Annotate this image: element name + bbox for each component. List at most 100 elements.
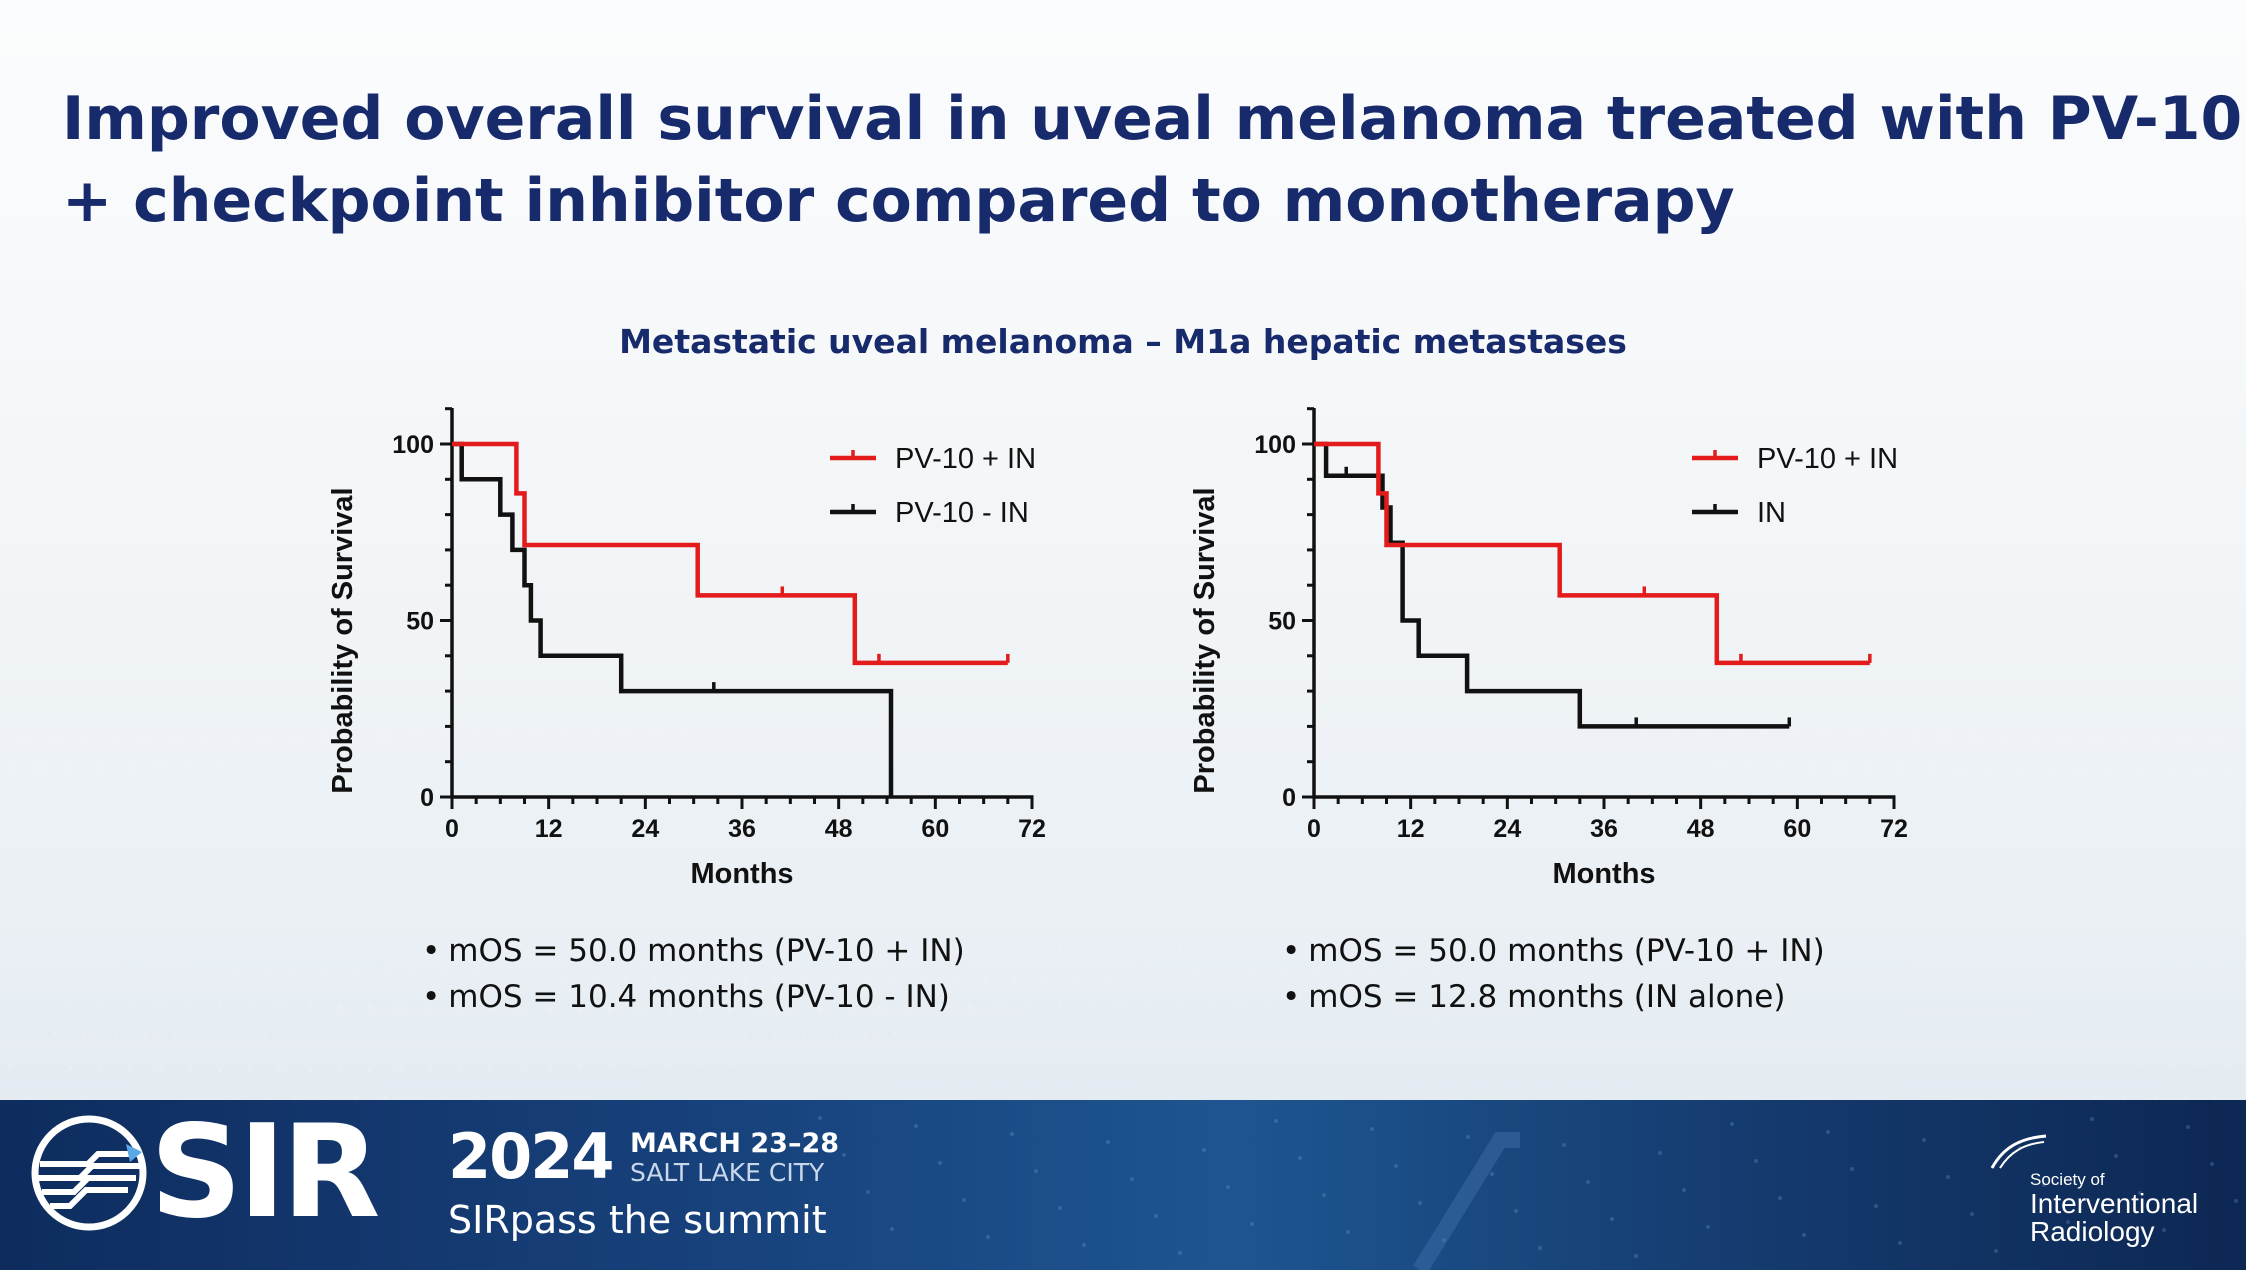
background-dot — [937, 747, 943, 753]
background-dot — [622, 675, 628, 680]
background-dot — [157, 642, 163, 647]
background-dot — [1207, 749, 1213, 755]
background-dot — [1672, 1084, 1678, 1089]
background-dot — [232, 898, 238, 904]
background-dot — [1222, 660, 1228, 666]
background-dot — [997, 1054, 1003, 1059]
background-dot — [1147, 817, 1153, 822]
background-dot — [1927, 1056, 1933, 1061]
background-dot — [307, 1003, 313, 1008]
background-dot — [7, 995, 13, 1000]
background-dot — [742, 841, 748, 846]
background-dot — [667, 647, 673, 652]
background-dot — [412, 837, 418, 843]
background-dot — [22, 1030, 28, 1036]
background-dot — [502, 780, 508, 786]
background-dot — [22, 673, 28, 678]
background-dot — [1612, 857, 1618, 863]
background-dot — [127, 1066, 133, 1072]
background-dot — [1072, 718, 1078, 723]
background-dot — [1957, 825, 1963, 831]
background-dot — [307, 707, 313, 712]
background-dot — [1522, 913, 1528, 919]
background-dot — [97, 816, 103, 821]
background-dot — [52, 842, 58, 848]
background-dot — [697, 750, 703, 755]
background-dot — [217, 1001, 223, 1006]
background-dot — [742, 673, 748, 678]
background-dot — [1852, 854, 1858, 859]
background-dot — [1012, 779, 1018, 785]
background-dot — [1342, 1078, 1348, 1083]
background-dot — [337, 1067, 343, 1073]
background-dot — [1717, 883, 1723, 888]
background-dot — [1627, 760, 1633, 765]
background-dot — [1387, 887, 1393, 893]
background-dot — [37, 869, 43, 874]
footer-dot — [1874, 1204, 1878, 1208]
background-dot — [382, 837, 388, 843]
background-dot — [607, 702, 613, 707]
background-dot — [1837, 696, 1843, 701]
background-dot — [547, 703, 553, 708]
background-dot — [877, 879, 883, 884]
background-dot — [442, 837, 448, 843]
background-dot — [262, 786, 268, 792]
background-dot — [1942, 957, 1948, 963]
background-dot — [1762, 729, 1768, 734]
background-dot — [1432, 657, 1438, 663]
background-dot — [1747, 694, 1753, 699]
background-dot — [367, 1004, 373, 1010]
background-dot — [952, 1081, 958, 1086]
background-dot — [577, 1064, 583, 1070]
background-dot — [1417, 688, 1423, 693]
background-dot — [262, 899, 268, 904]
background-dot — [2062, 958, 2068, 963]
background-dot — [1237, 819, 1243, 825]
background-dot — [217, 931, 223, 937]
background-dot — [487, 869, 493, 875]
background-dot — [172, 736, 178, 742]
background-dot — [712, 1087, 718, 1092]
background-dot — [1432, 1079, 1438, 1084]
background-dot — [1567, 826, 1573, 832]
background-dot — [712, 840, 718, 846]
background-dot — [802, 777, 808, 783]
x-tick-label: 72 — [1880, 815, 1908, 843]
background-dot — [2197, 820, 2203, 825]
background-dot — [1552, 657, 1558, 663]
background-dot — [772, 911, 778, 916]
background-dot — [1057, 639, 1063, 644]
background-dot — [517, 754, 523, 760]
background-dot — [1012, 916, 1018, 921]
background-dot — [277, 811, 283, 817]
background-dot — [2227, 819, 2233, 825]
background-dot — [172, 840, 178, 845]
background-dot — [967, 1004, 973, 1009]
background-dot — [52, 737, 58, 743]
background-dot — [1912, 733, 1918, 738]
background-dot — [472, 837, 478, 843]
background-dot — [952, 915, 958, 920]
background-dot — [1837, 1053, 1843, 1059]
background-dot — [2152, 670, 2158, 675]
background-dot — [127, 707, 133, 712]
background-dot — [1672, 910, 1678, 915]
background-dot — [1987, 928, 1993, 934]
background-dot — [1537, 628, 1543, 634]
background-dot — [142, 1097, 148, 1100]
background-dot — [502, 838, 508, 843]
background-dot — [922, 1031, 928, 1036]
background-dot — [337, 1003, 343, 1009]
background-dot — [1567, 628, 1573, 633]
background-dot — [2137, 704, 2143, 709]
background-dot — [2092, 736, 2098, 742]
background-dot — [457, 1066, 463, 1072]
background-dot — [112, 841, 118, 846]
background-dot — [442, 677, 448, 683]
background-dot — [2167, 993, 2173, 998]
background-dot — [1882, 853, 1888, 859]
background-dot — [667, 700, 673, 705]
background-dot — [1252, 660, 1258, 665]
